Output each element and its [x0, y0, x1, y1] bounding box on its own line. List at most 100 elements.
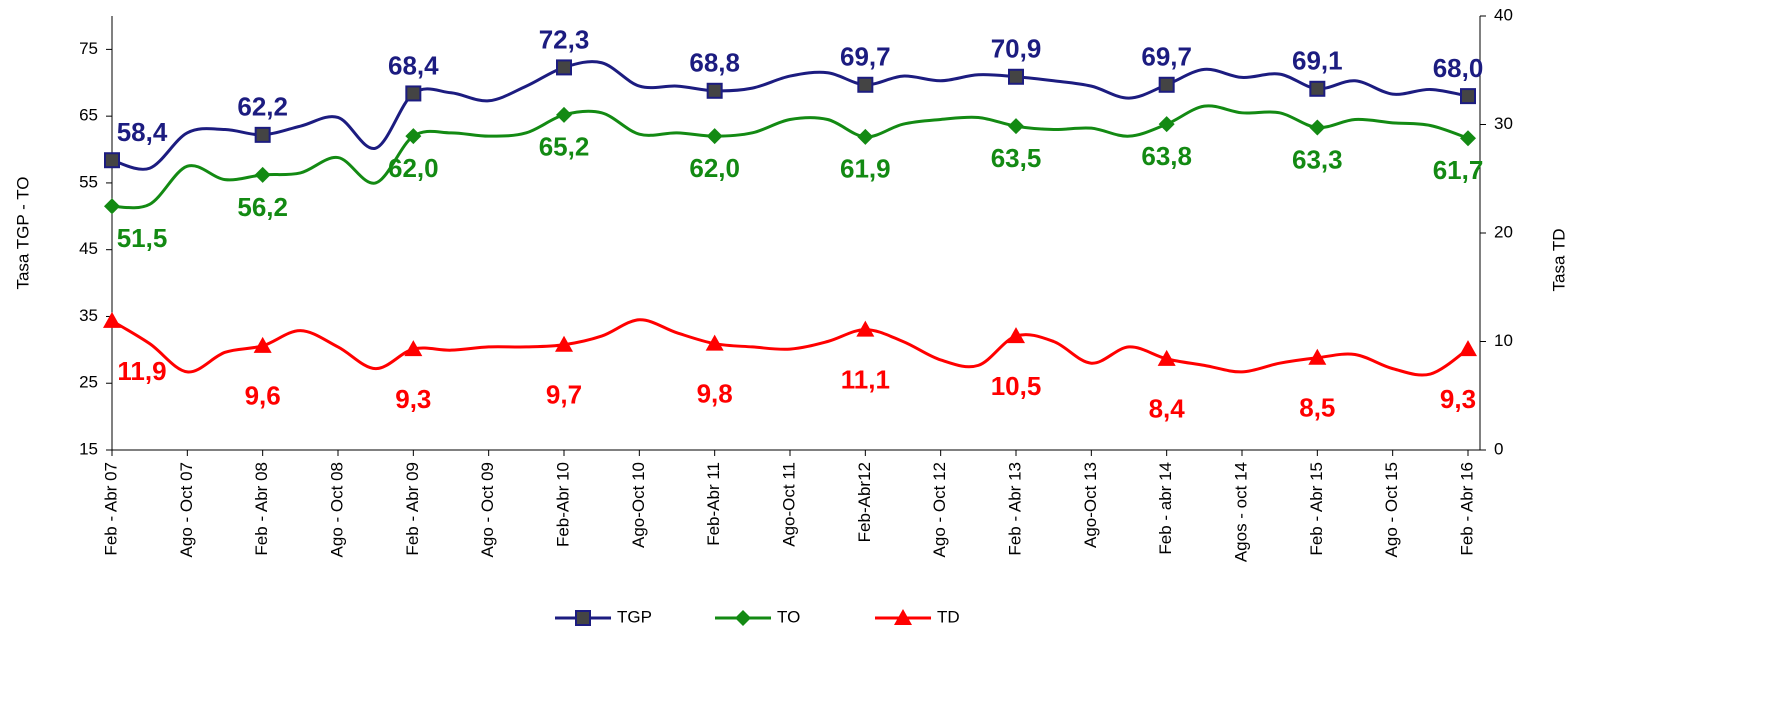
data-label: 8,4: [1149, 394, 1186, 424]
data-point: [1460, 88, 1476, 105]
data-label: 69,7: [840, 42, 891, 72]
data-point: [1460, 130, 1476, 147]
legend-marker: [575, 610, 591, 626]
y2-tick-label: 40: [1494, 5, 1513, 24]
data-label: 61,7: [1433, 155, 1484, 185]
y-tick-label: 45: [79, 239, 98, 258]
x-tick-label: Feb - abr 14: [1156, 462, 1175, 555]
data-label: 61,9: [840, 154, 891, 184]
data-label: 56,2: [237, 192, 288, 222]
legend-label: TGP: [617, 607, 652, 626]
y-tick-label: 75: [79, 39, 98, 58]
data-point: [1459, 340, 1477, 357]
y-tick-label: 65: [79, 106, 98, 125]
data-point: [555, 335, 573, 352]
data-point: [1308, 348, 1327, 365]
y2-tick-label: 10: [1494, 331, 1513, 350]
data-label: 70,9: [991, 34, 1042, 64]
x-tick-label: Feb-Abr 11: [704, 462, 723, 546]
y-tick-label: 35: [79, 306, 98, 325]
data-label: 65,2: [539, 132, 590, 162]
y-tick-label: 55: [79, 172, 98, 191]
data-label: 68,4: [388, 50, 439, 80]
data-label: 68,8: [689, 48, 740, 78]
x-tick-label: Ago-Oct 11: [779, 462, 798, 547]
data-label: 69,7: [1141, 42, 1192, 72]
data-label: 51,5: [117, 223, 168, 253]
data-label: 8,5: [1299, 393, 1335, 423]
x-tick-label: Feb - Abr 15: [1307, 462, 1326, 556]
data-point: [103, 311, 121, 328]
data-point: [706, 128, 723, 145]
data-point: [405, 128, 422, 145]
legend-marker: [735, 610, 751, 626]
data-point: [705, 334, 724, 351]
data-label: 68,0: [1433, 53, 1484, 83]
data-label: 9,6: [245, 381, 281, 411]
legend-label: TO: [777, 607, 800, 626]
y2-tick-label: 30: [1494, 114, 1513, 133]
data-label: 9,3: [395, 384, 431, 414]
data-point: [857, 128, 874, 145]
x-tick-label: Ago - Oct 07: [177, 462, 196, 557]
y-tick-label: 25: [79, 373, 98, 392]
data-point: [254, 166, 271, 183]
series-line: [111, 104, 1469, 210]
data-label: 72,3: [539, 24, 590, 54]
x-tick-label: Ago - Oct 08: [327, 462, 346, 557]
data-point: [856, 320, 875, 337]
data-label: 9,3: [1440, 384, 1476, 414]
legend-label: TD: [937, 607, 960, 626]
data-label: 69,1: [1292, 46, 1343, 76]
x-tick-label: Feb - Abr 16: [1457, 462, 1476, 556]
x-tick-label: Ago - Oct 15: [1382, 462, 1401, 557]
data-point: [405, 85, 422, 102]
data-label: 62,2: [237, 92, 288, 122]
data-label: 63,8: [1141, 141, 1192, 171]
data-label: 62,0: [689, 153, 740, 183]
x-tick-label: Feb - Abr 07: [101, 462, 120, 556]
data-point: [1309, 80, 1326, 97]
legend-marker: [894, 609, 912, 625]
data-label: 9,7: [546, 380, 582, 410]
data-label: 11,9: [117, 356, 166, 386]
x-tick-label: Ago - Oct 12: [930, 462, 949, 557]
x-tick-label: Ago-Oct 10: [629, 462, 648, 548]
data-label: 62,0: [388, 153, 439, 183]
data-label: 10,5: [991, 371, 1042, 401]
data-label: 9,8: [697, 379, 733, 409]
x-tick-label: Feb - Abr 08: [252, 462, 271, 556]
data-label: 63,5: [991, 143, 1042, 173]
series-line: [111, 318, 1469, 377]
data-point: [104, 198, 120, 215]
data-point: [404, 340, 423, 357]
y2-tick-label: 0: [1494, 439, 1503, 458]
data-point: [857, 76, 874, 93]
x-tick-label: Agos - oct 14: [1231, 462, 1250, 562]
data-point: [1008, 118, 1024, 135]
y-axis-label: Tasa TGP - TO: [13, 176, 32, 289]
data-label: 63,3: [1292, 144, 1343, 174]
data-label: 58,4: [117, 117, 168, 147]
y2-axis-label: Tasa TD: [1549, 229, 1568, 292]
data-point: [556, 106, 572, 123]
data-point: [706, 82, 723, 99]
data-point: [253, 336, 272, 353]
data-point: [1008, 68, 1024, 85]
series-line: [111, 60, 1469, 171]
data-point: [556, 59, 572, 76]
data-point: [1157, 349, 1176, 366]
data-point: [104, 152, 120, 169]
data-point: [1158, 116, 1175, 133]
x-tick-label: Feb - Abr 09: [403, 462, 422, 556]
y2-tick-label: 20: [1494, 222, 1513, 241]
x-tick-label: Feb - Abr 13: [1005, 462, 1024, 556]
data-point: [254, 126, 271, 143]
x-tick-label: Ago-Oct 13: [1081, 462, 1100, 548]
x-tick-label: Ago - Oct 09: [478, 462, 497, 557]
data-point: [1007, 327, 1025, 344]
data-point: [1158, 76, 1175, 93]
x-tick-label: Feb-Abr12: [855, 462, 874, 542]
data-label: 11,1: [841, 364, 890, 394]
